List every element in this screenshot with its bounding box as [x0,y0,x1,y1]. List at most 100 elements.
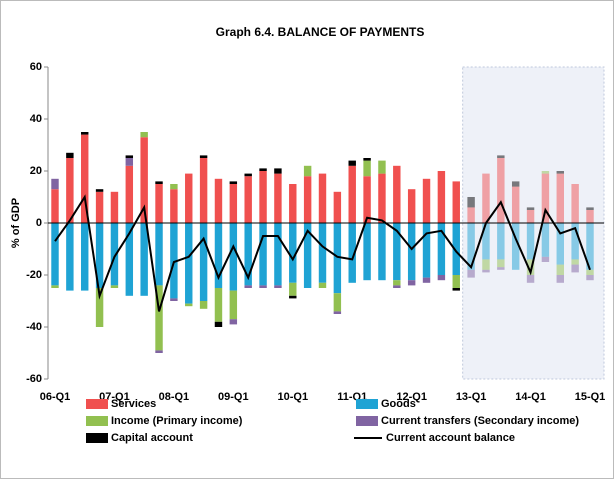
bar-segment [363,158,371,161]
bar-segment [467,197,475,208]
legend-swatch [86,433,108,443]
bar-segment [363,160,371,177]
bar-segment [140,137,148,223]
bar-segment [452,275,460,288]
bar-segment [556,223,564,265]
bar-segment [214,223,223,288]
y-axis-label: % of GDP [10,198,22,248]
bar-segment [214,321,223,327]
bar-segment [437,223,446,275]
bar-segment [125,158,134,166]
bar-segment [571,184,579,223]
bar-segment [526,207,535,210]
bar-segment [51,223,59,286]
bar-segment [571,223,579,260]
bar-segment [229,181,238,184]
legend-swatch [356,416,378,426]
bar-segment [556,171,564,174]
bar-segment [363,223,371,281]
y-tick-label: 0 [36,217,42,229]
bar-segment [482,259,490,270]
y-tick-label: 40 [30,113,42,125]
bar-segment [51,285,59,288]
bar-segment [541,223,550,257]
x-tick-label: 09-Q1 [218,391,249,403]
legend-label: Capital account [111,432,193,444]
x-tick-label: 12-Q1 [396,391,427,403]
bar-segment [229,290,238,320]
bar-segment [81,223,89,291]
bar-segment [497,223,505,260]
bar-segment [155,184,163,223]
bar-segment [586,210,594,223]
legend-swatch [86,399,108,409]
legend-label: Services [111,398,156,410]
bar-segment [422,178,431,223]
bar-segment [467,207,475,223]
bar-segment [66,158,74,223]
bar-segment [125,155,134,158]
legend-swatch [356,399,378,409]
bar-segment [125,223,134,296]
bar-segment [185,173,193,223]
bar-segment [348,165,356,223]
bar-segment [571,264,579,273]
bar-segment [51,178,59,190]
x-tick-label: 06-Q1 [40,391,71,403]
y-tick-label: -60 [26,373,42,385]
bar-segment [378,173,386,223]
bar-segment [95,223,104,288]
bar-segment [318,223,327,283]
y-tick-label: 60 [30,61,42,73]
bar-segment [348,160,356,166]
x-tick-label: 10-Q1 [277,391,308,403]
bar-segment [185,223,193,304]
bar-segment [452,288,460,291]
bar-segment [526,210,535,223]
bar-segment [170,189,178,223]
bar-segment [199,155,208,158]
bar-segment [497,267,505,270]
bar-segment [274,223,282,286]
bar-segment [556,275,564,283]
bar-segment [155,223,163,286]
bar-segment [155,350,163,353]
bar-segment [407,223,416,281]
bar-segment [289,184,297,223]
bar-segment [407,280,416,286]
x-tick-label: 08-Q1 [159,391,190,403]
bar-segment [303,176,312,223]
bar-segment [229,223,238,291]
bar-segment [155,181,163,184]
bar-segment [289,295,297,299]
bar-segment [81,134,89,223]
bar-segment [244,223,252,286]
bar-segment [110,223,119,286]
bar-segment [318,282,327,288]
bar-segment [274,285,282,288]
bar-segment [110,191,119,223]
bar-segment [214,288,223,322]
bar-segment [289,223,297,283]
bar-segment [303,223,312,288]
bar-segment [229,184,238,223]
legend-label: Current account balance [386,432,515,444]
bar-segment [333,293,342,312]
bar-segment [274,173,282,223]
bar-segment [155,285,163,351]
bar-segment [333,311,342,314]
bar-segment [467,269,475,278]
bar-segment [422,277,431,283]
bar-segment [511,186,520,223]
x-tick-label: 14-Q1 [515,391,546,403]
bar-segment [244,173,252,177]
bar-segment [110,285,119,288]
bar-segment [333,223,342,294]
bar-segment [393,280,401,286]
bar-segment [511,181,520,187]
bar-segment [586,269,594,275]
bar-segment [556,173,564,223]
bar-segment [303,165,312,177]
bar-segment [199,301,208,309]
